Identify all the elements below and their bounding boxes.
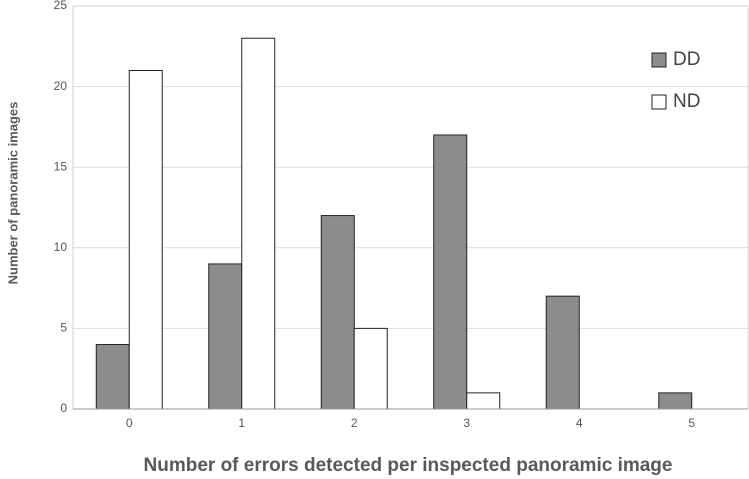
x-axis-title: Number of errors detected per inspected …: [144, 455, 673, 476]
bar: [433, 134, 468, 410]
x-tick-label: 5: [688, 416, 695, 430]
bar: [95, 344, 130, 410]
y-tick-label: 0: [60, 401, 67, 415]
x-tick-label: 0: [126, 416, 133, 430]
legend-label: ND: [673, 91, 700, 112]
bar: [545, 295, 580, 410]
bar: [466, 392, 501, 410]
x-tick-label: 3: [463, 416, 470, 430]
y-tick-label: 15: [54, 159, 68, 173]
bar: [241, 37, 276, 410]
bar: [208, 263, 243, 410]
x-tick-label: 1: [238, 416, 245, 430]
plot-frame: [72, 5, 749, 410]
bar: [353, 327, 388, 410]
legend-swatch: [651, 52, 667, 68]
bar: [320, 215, 355, 410]
y-tick-label: 20: [54, 79, 68, 93]
x-tick-label: 4: [576, 416, 583, 430]
y-axis-title: Number of panoramic images: [5, 102, 20, 285]
bar: [658, 392, 693, 410]
x-tick-label: 2: [351, 416, 358, 430]
y-tick-label: 25: [54, 0, 68, 12]
legend-label: DD: [673, 49, 700, 70]
y-tick-label: 10: [54, 240, 68, 254]
y-tick-label: 5: [60, 321, 67, 335]
bar: [128, 69, 163, 410]
legend-swatch: [651, 94, 667, 110]
